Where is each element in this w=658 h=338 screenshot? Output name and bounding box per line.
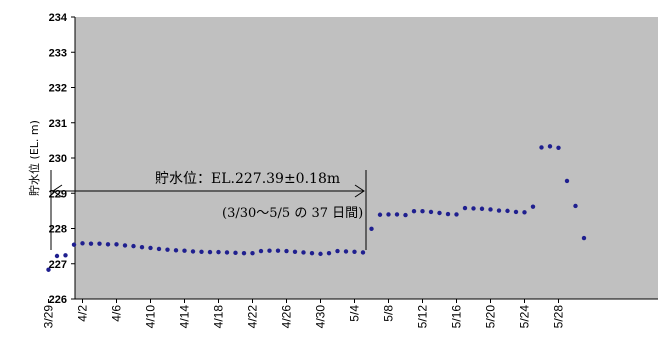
x-tick-label: 5/24	[518, 305, 532, 329]
data-point	[46, 267, 51, 272]
y-tick-label: 233	[49, 47, 67, 59]
x-tick-label: 4/10	[144, 305, 158, 329]
data-point	[335, 248, 340, 254]
data-point	[318, 251, 323, 257]
data-point	[165, 247, 170, 252]
data-point	[573, 203, 578, 209]
data-point	[581, 235, 587, 241]
y-tick-label: 234	[49, 12, 68, 24]
data-point	[267, 248, 272, 253]
data-point	[173, 248, 179, 253]
data-point	[539, 145, 544, 150]
data-point	[522, 210, 527, 215]
data-point	[564, 178, 570, 184]
x-tick-label: 3/29	[42, 305, 56, 329]
x-tick-label: 4/18	[212, 305, 226, 329]
plot-area	[75, 17, 658, 299]
data-point	[148, 245, 153, 251]
data-point	[63, 253, 68, 258]
data-point	[488, 207, 493, 212]
x-tick-label: 4/26	[280, 305, 294, 329]
data-point	[505, 208, 510, 214]
y-tick-label: 232	[49, 83, 67, 95]
data-point	[233, 250, 238, 256]
data-point	[71, 242, 77, 247]
data-point	[471, 206, 476, 211]
data-point	[420, 209, 425, 214]
data-point	[352, 249, 357, 254]
data-point	[122, 243, 128, 248]
range-arrow-left-head	[52, 184, 63, 198]
data-point	[199, 249, 204, 254]
range-arrow-right-head	[354, 184, 365, 198]
data-point	[250, 250, 255, 256]
data-point	[216, 249, 221, 255]
range-label: 貯水位：EL.227.39±0.18m	[155, 171, 340, 187]
data-point	[428, 209, 434, 215]
data-point	[97, 241, 102, 246]
data-point	[292, 249, 298, 254]
data-point	[386, 212, 391, 217]
data-point	[462, 205, 468, 211]
data-point	[547, 144, 553, 149]
data-point	[309, 250, 315, 256]
x-tick-label: 5/4	[348, 305, 362, 322]
data-point	[275, 248, 281, 253]
x-tick-label: 4/22	[246, 305, 260, 329]
y-tick-label: 226	[49, 294, 67, 306]
data-point	[326, 250, 332, 256]
y-axis-label: 貯水位 (EL. m)	[27, 120, 41, 196]
data-point	[445, 211, 451, 217]
data-point	[513, 209, 519, 215]
x-tick-label: 4/2	[76, 305, 90, 322]
period-label: (3/30～5/5 の 37 日間)	[222, 206, 363, 221]
data-point	[479, 206, 485, 211]
data-point	[131, 243, 136, 249]
x-tick-label: 4/14	[178, 305, 192, 329]
data-point	[360, 250, 366, 255]
x-axis-ticks: 3/29 4/2 4/6 4/10 4/14 4/18 4/22 4/26 4/30 5/4 5/8…	[42, 299, 566, 328]
y-tick-label: 228	[49, 224, 67, 236]
data-point	[301, 250, 306, 255]
data-point	[182, 248, 187, 253]
data-point	[284, 248, 289, 254]
range-annotation: 貯水位：EL.227.39±0.18m (3/30～5/5 の 37 日間)	[50, 170, 367, 250]
data-point	[224, 250, 230, 255]
data-point	[403, 212, 408, 218]
data-point	[411, 209, 417, 214]
data-point	[207, 249, 213, 255]
y-tick-label: 231	[49, 118, 67, 130]
data-point	[258, 248, 264, 254]
data-points	[46, 144, 587, 272]
data-point	[437, 210, 442, 216]
data-point	[343, 249, 349, 254]
x-tick-label: 4/30	[314, 305, 328, 329]
data-point	[190, 249, 196, 254]
y-tick-label: 227	[49, 259, 67, 271]
data-point	[54, 253, 60, 259]
data-point	[496, 208, 502, 213]
x-tick-label: 5/16	[450, 305, 464, 329]
data-point	[80, 241, 85, 246]
data-point	[88, 241, 94, 246]
x-tick-label: 5/28	[552, 305, 566, 329]
data-point	[156, 246, 162, 252]
data-point	[556, 145, 561, 150]
data-point	[530, 204, 536, 209]
x-tick-label: 5/12	[416, 305, 430, 329]
data-point	[377, 212, 383, 217]
data-point	[454, 212, 459, 217]
data-point	[394, 212, 400, 217]
data-point	[241, 250, 247, 256]
data-point	[139, 244, 145, 250]
data-point	[105, 242, 111, 247]
data-point	[114, 242, 119, 247]
x-tick-label: 4/6	[110, 305, 124, 322]
x-tick-label: 5/8	[382, 305, 396, 322]
x-tick-label: 5/20	[484, 305, 498, 329]
y-tick-label: 230	[49, 153, 67, 165]
data-point	[369, 226, 374, 232]
